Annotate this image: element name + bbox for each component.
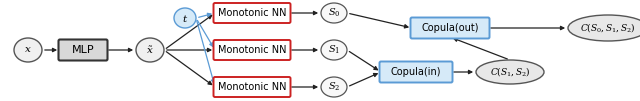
Text: $S_1$: $S_1$: [328, 44, 340, 56]
Ellipse shape: [321, 77, 347, 97]
Text: Monotonic NN: Monotonic NN: [218, 45, 286, 55]
FancyBboxPatch shape: [214, 77, 291, 97]
FancyBboxPatch shape: [214, 3, 291, 23]
FancyBboxPatch shape: [214, 40, 291, 60]
Text: Copula(in): Copula(in): [391, 67, 441, 77]
Ellipse shape: [321, 3, 347, 23]
Text: Monotonic NN: Monotonic NN: [218, 8, 286, 18]
Ellipse shape: [174, 8, 196, 28]
Ellipse shape: [321, 40, 347, 60]
Ellipse shape: [568, 15, 640, 41]
Ellipse shape: [476, 60, 544, 84]
Text: $t$: $t$: [182, 13, 188, 24]
Text: $S_0$: $S_0$: [328, 7, 340, 19]
Text: Monotonic NN: Monotonic NN: [218, 82, 286, 92]
Text: $S_2$: $S_2$: [328, 81, 340, 93]
Ellipse shape: [136, 38, 164, 62]
FancyBboxPatch shape: [58, 39, 108, 60]
Text: $x$: $x$: [24, 45, 32, 55]
Text: MLP: MLP: [72, 45, 94, 55]
Text: $C(S_0, S_1, S_2)$: $C(S_0, S_1, S_2)$: [580, 22, 636, 35]
Text: $C(S_1, S_2)$: $C(S_1, S_2)$: [490, 66, 531, 78]
Text: $\tilde{x}$: $\tilde{x}$: [146, 44, 154, 56]
FancyBboxPatch shape: [380, 62, 452, 83]
Ellipse shape: [14, 38, 42, 62]
FancyBboxPatch shape: [410, 17, 490, 38]
Text: Copula(out): Copula(out): [421, 23, 479, 33]
